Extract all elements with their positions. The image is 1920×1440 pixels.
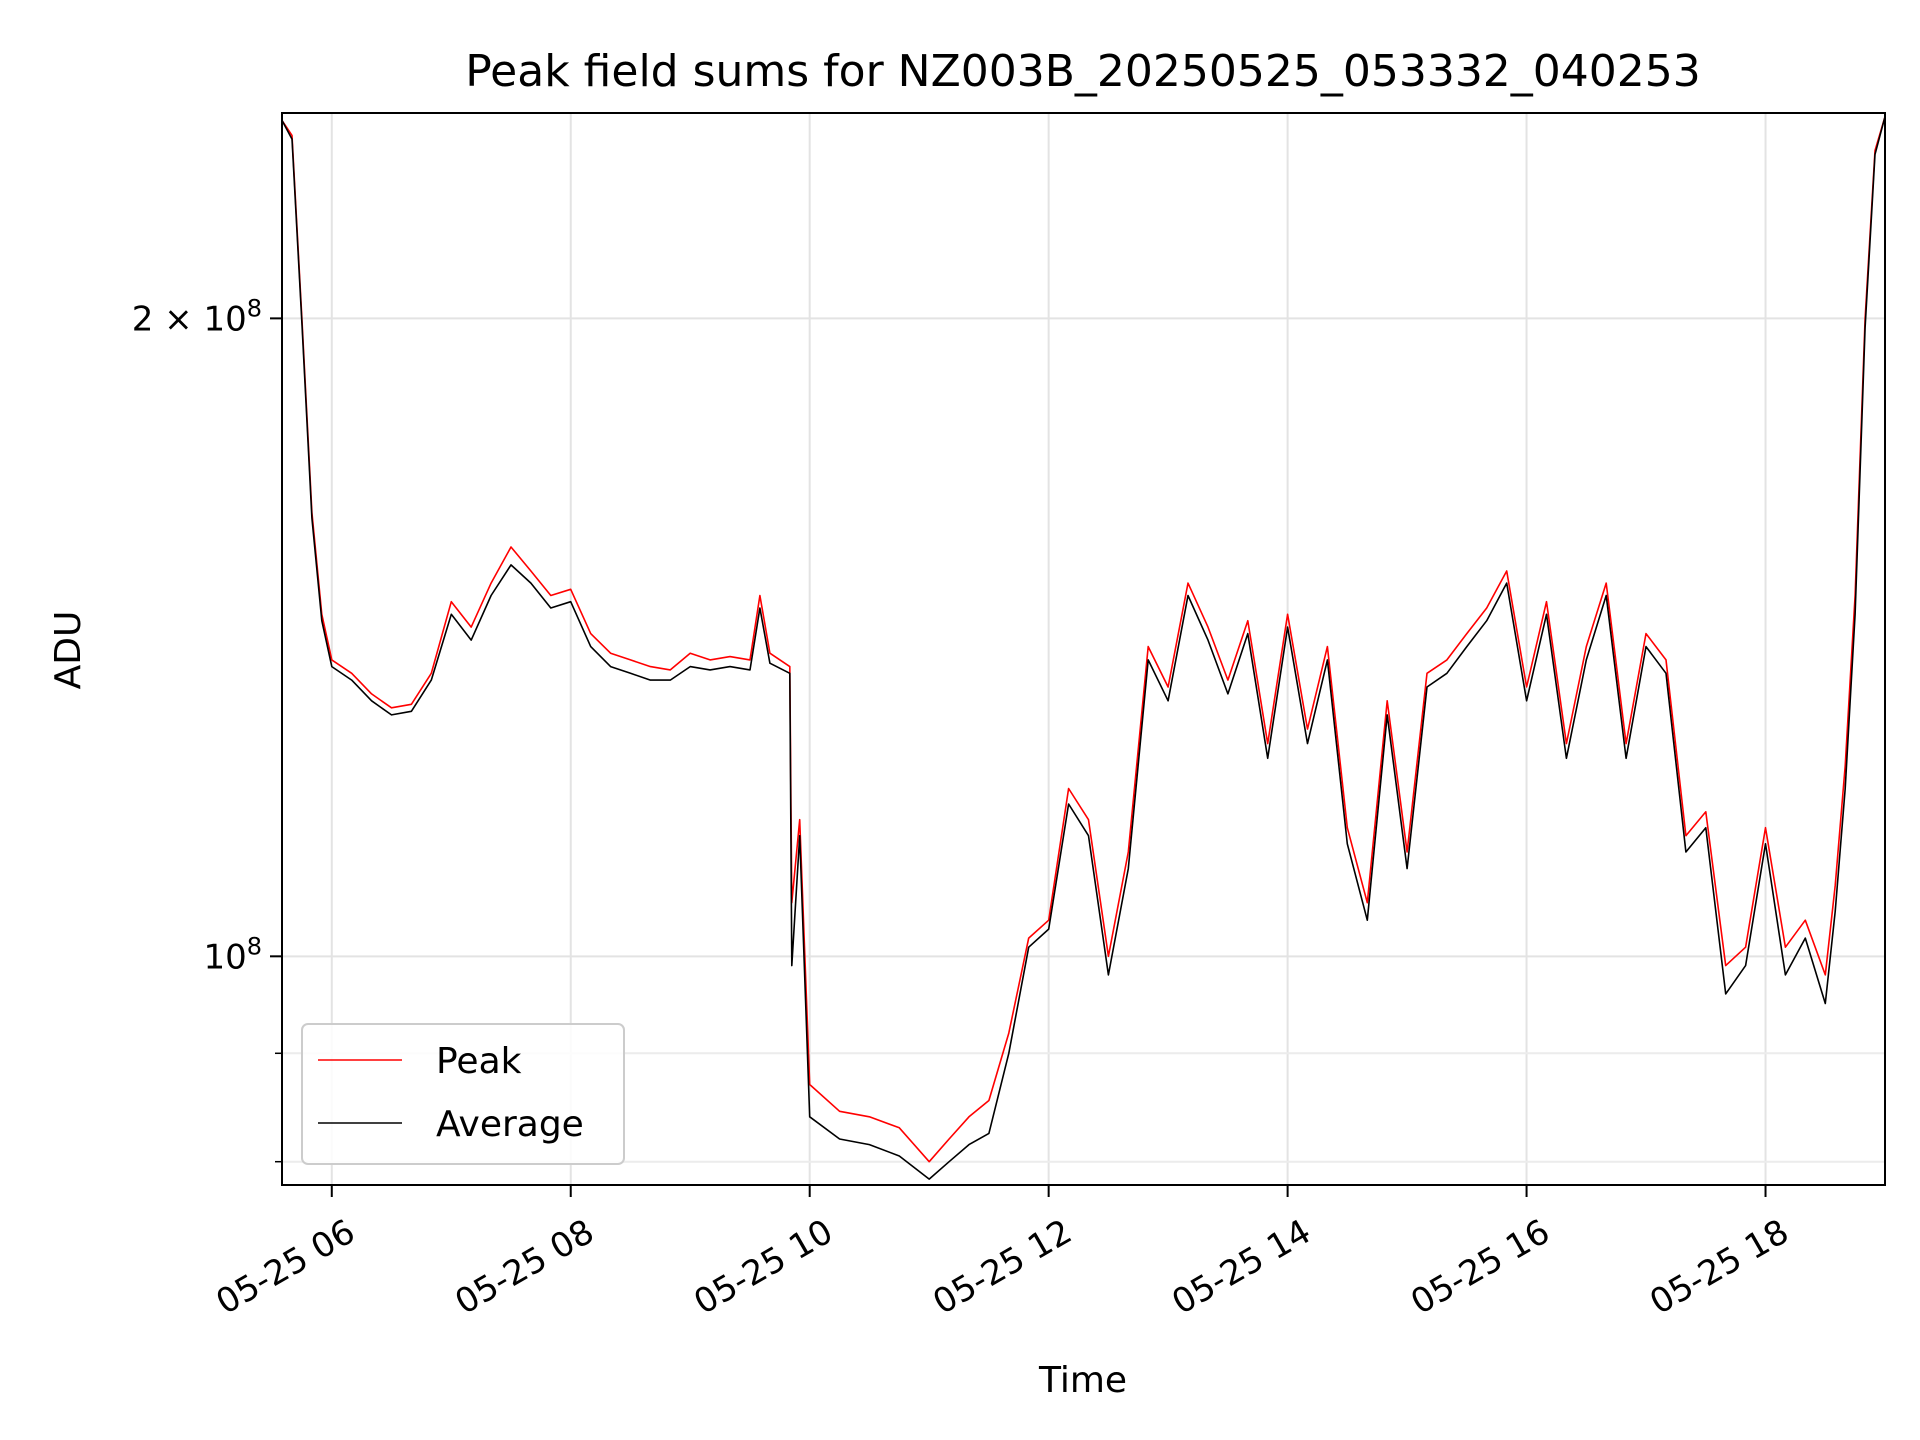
- legend-box: [301, 1023, 625, 1165]
- chart-title: Peak field sums for NZ003B_20250525_0533…: [465, 46, 1701, 97]
- series-layer: [281, 116, 1886, 1180]
- y-tick-label: 2 × 108: [132, 294, 262, 339]
- y-axis-label: ADU: [48, 611, 89, 690]
- plot-frame: [281, 112, 1886, 1186]
- legend-average-label: Average: [436, 1104, 584, 1145]
- x-axis-label: Time: [1038, 1360, 1127, 1401]
- series-line-average: [281, 116, 1886, 1180]
- series-line-peak: [281, 116, 1886, 1163]
- legend-peak-label: Peak: [436, 1041, 522, 1082]
- y-axis: 108 2 × 108: [132, 294, 282, 1163]
- y-tick-label: 108: [203, 932, 262, 977]
- legend: Peak Average: [301, 1023, 625, 1165]
